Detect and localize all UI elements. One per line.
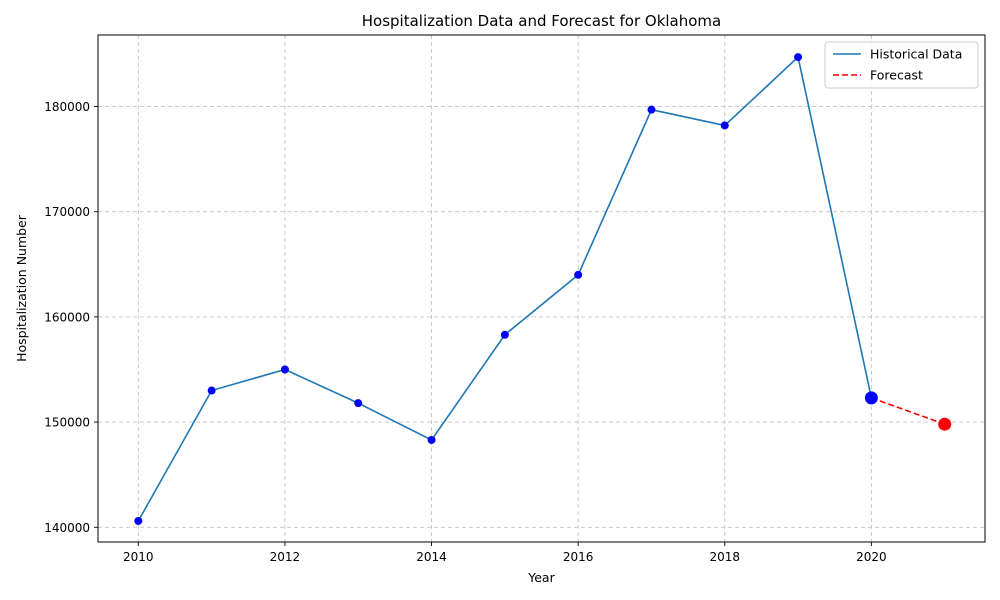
y-tick-label: 180000 [44, 100, 90, 114]
data-point [207, 386, 216, 395]
x-tick-label: 2016 [563, 550, 594, 564]
y-axis-ticks: 140000 150000 160000 170000 180000 [44, 100, 98, 535]
data-point [427, 435, 436, 444]
x-axis-label: Year [527, 570, 555, 585]
forecast-point [938, 417, 952, 431]
y-tick-label: 160000 [44, 310, 90, 324]
historical-line [137, 55, 873, 522]
data-point [720, 121, 729, 130]
data-point [280, 365, 289, 374]
x-tick-label: 2014 [416, 550, 447, 564]
legend-label: Historical Data [870, 47, 962, 62]
marker-layer [134, 53, 952, 525]
forecast-line [871, 397, 945, 425]
x-axis-ticks: 2010 2012 2014 2016 2018 2020 [123, 542, 887, 564]
legend-box [824, 41, 979, 89]
x-tick-label: 2018 [709, 550, 740, 564]
data-point [647, 105, 656, 114]
y-tick-label: 150000 [44, 416, 90, 430]
legend: Historical Data Forecast [824, 41, 979, 89]
last-data-point [864, 391, 878, 405]
data-point [574, 270, 583, 279]
x-tick-label: 2020 [856, 550, 887, 564]
y-tick-label: 170000 [44, 205, 90, 219]
data-point [794, 53, 803, 62]
y-axis-label: Hospitalization Number [14, 214, 29, 362]
data-point [500, 330, 509, 339]
plot-frame [97, 34, 986, 543]
legend-label: Forecast [870, 68, 923, 83]
data-point [354, 399, 363, 408]
y-tick-label: 140000 [44, 521, 90, 535]
series-layer [137, 55, 945, 522]
grid [98, 35, 985, 542]
x-tick-label: 2012 [270, 550, 301, 564]
x-tick-label: 2010 [123, 550, 154, 564]
chart-title: Hospitalization Data and Forecast for Ok… [362, 12, 721, 30]
data-point [134, 516, 143, 525]
